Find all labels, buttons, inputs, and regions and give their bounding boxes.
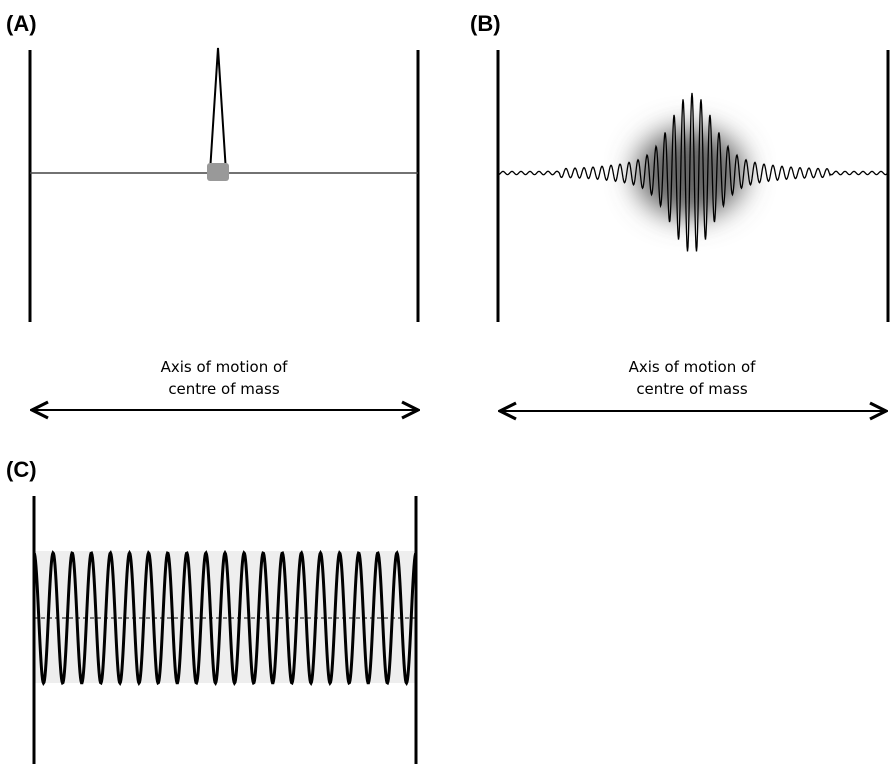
caption: Axis of motion of [629, 358, 757, 376]
caption: Axis of motion of [161, 358, 289, 376]
panel-b: (B) Axis of motion of centre of mass [470, 11, 890, 411]
panel-label: (B) [470, 11, 501, 36]
panel-label: (C) [6, 457, 37, 482]
wave-packet [497, 92, 889, 252]
band [34, 551, 416, 683]
caption: centre of mass [168, 380, 280, 398]
panel-c: (C) [6, 457, 418, 764]
mass-marker [207, 163, 229, 181]
caption: centre of mass [636, 380, 748, 398]
panel-a: (A) Axis of motion of centre of mass [6, 11, 418, 410]
panel-label: (A) [6, 11, 37, 36]
spike [209, 47, 227, 173]
oscillation [32, 549, 418, 686]
